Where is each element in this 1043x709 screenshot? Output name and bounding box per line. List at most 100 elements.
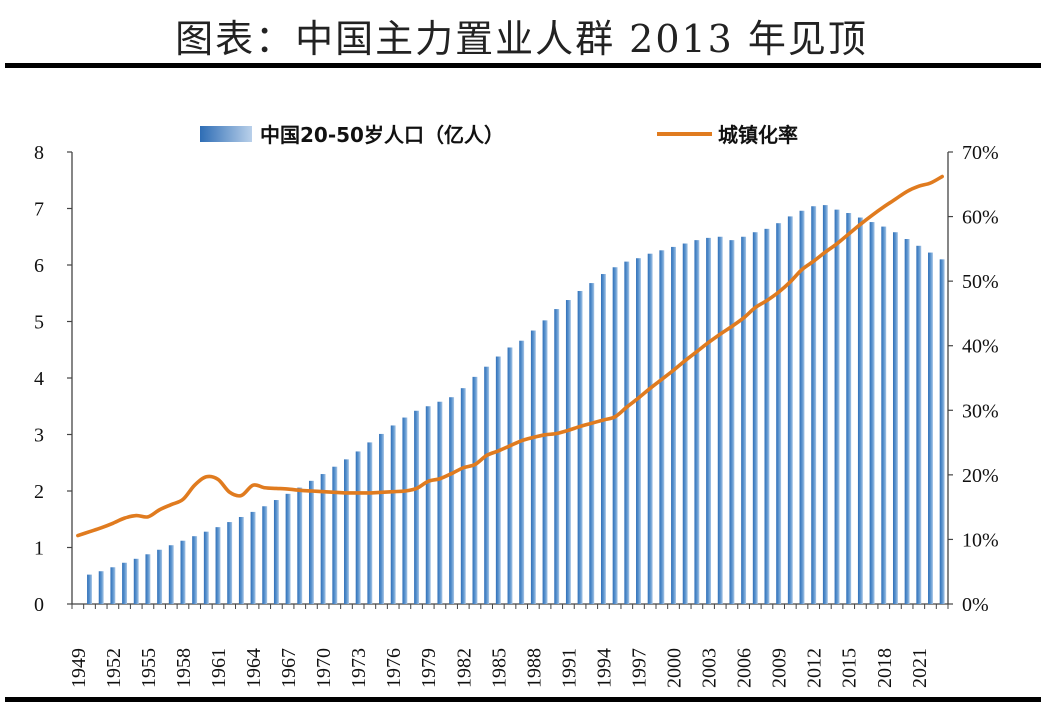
population-bar — [250, 511, 256, 604]
population-bar — [507, 347, 513, 604]
x-tick-label: 2000 — [664, 648, 686, 688]
left-tick-label: 7 — [34, 199, 44, 221]
right-tick-label: 60% — [962, 207, 999, 229]
x-tick-label: 1970 — [313, 648, 335, 688]
x-tick-label: 1979 — [418, 648, 440, 688]
population-bar — [297, 487, 303, 604]
population-bar — [846, 213, 852, 604]
population-bar — [659, 250, 665, 604]
population-bar — [869, 222, 875, 604]
x-tick-label: 2003 — [699, 648, 721, 688]
x-tick-label: 2012 — [804, 648, 826, 688]
population-bar — [811, 206, 817, 605]
population-bar — [157, 549, 163, 604]
legend-bar-label: 中国20-50岁人口（亿人） — [260, 123, 504, 147]
population-bar — [577, 290, 583, 604]
population-bar — [180, 540, 186, 604]
population-bar — [542, 320, 548, 604]
population-bar — [192, 536, 198, 604]
population-bar — [636, 258, 641, 604]
bottom-rule — [5, 697, 1041, 702]
population-bar — [589, 283, 595, 604]
population-bar — [752, 232, 758, 605]
population-bar — [928, 252, 933, 604]
population-bar — [916, 245, 922, 605]
population-bar — [764, 228, 770, 604]
population-bar — [285, 493, 291, 604]
population-bar — [472, 376, 478, 604]
x-tick-label: 1985 — [488, 648, 510, 688]
population-bar — [87, 574, 92, 604]
population-bar — [227, 522, 233, 604]
population-bar — [460, 388, 466, 604]
population-bar — [320, 474, 326, 604]
left-tick-label: 2 — [34, 481, 44, 503]
x-tick-label: 1994 — [593, 648, 615, 688]
right-tick-label: 40% — [962, 336, 999, 358]
x-tick-label: 2015 — [839, 648, 861, 688]
right-tick-label: 10% — [962, 529, 999, 551]
x-tick-label: 1949 — [68, 648, 90, 688]
x-tick-label: 1961 — [208, 648, 230, 688]
population-bar — [390, 425, 396, 604]
population-bar — [881, 226, 887, 604]
population-bars — [87, 205, 945, 605]
right-tick-label: 70% — [962, 142, 999, 164]
population-bar — [939, 259, 945, 604]
population-bar — [554, 309, 560, 604]
population-bar — [437, 401, 443, 604]
population-bar — [776, 223, 782, 604]
x-tick-label: 2021 — [909, 648, 931, 688]
x-tick-label: 2006 — [734, 648, 756, 688]
population-bar — [425, 406, 431, 604]
left-tick-label: 5 — [34, 312, 44, 334]
population-bar — [273, 500, 279, 604]
x-tick-label: 1991 — [558, 648, 580, 688]
population-bar — [215, 527, 221, 604]
population-bar — [332, 466, 338, 604]
x-tick-label: 1976 — [383, 648, 405, 688]
right-tick-label: 30% — [962, 400, 999, 422]
right-tick-label: 0% — [962, 594, 989, 616]
population-bar — [799, 210, 805, 604]
x-tick-label: 1958 — [173, 648, 195, 688]
chart-legend: 中国20-50岁人口（亿人） 城镇化率 — [200, 123, 798, 147]
left-tick-label: 8 — [34, 142, 44, 164]
top-rule — [5, 63, 1041, 68]
x-tick-label: 1952 — [103, 648, 125, 688]
x-tick-label: 1955 — [138, 648, 160, 688]
population-bar — [647, 253, 653, 604]
population-bar — [787, 216, 793, 604]
left-tick-label: 0 — [34, 594, 44, 616]
population-bar — [600, 274, 606, 604]
x-tick-label: 1964 — [243, 648, 265, 688]
x-tick-label: 2018 — [874, 648, 896, 688]
x-tick-label: 1997 — [628, 648, 650, 688]
population-bar — [682, 243, 688, 604]
population-bar — [414, 410, 420, 604]
population-bar — [612, 267, 618, 604]
x-tick-label: 1973 — [348, 648, 370, 688]
x-tick-label: 1988 — [523, 648, 545, 688]
population-bar — [495, 356, 501, 604]
population-bar — [308, 480, 314, 604]
population-bar — [367, 442, 373, 604]
population-bar — [694, 240, 700, 604]
population-bar — [379, 433, 384, 604]
left-tick-label: 1 — [34, 538, 44, 560]
population-bar — [168, 545, 174, 604]
population-bar — [238, 516, 244, 604]
population-bar — [449, 397, 455, 604]
population-bar — [717, 236, 723, 604]
population-bar — [857, 217, 863, 605]
population-bar — [834, 209, 840, 604]
population-bar — [484, 366, 490, 604]
population-bar — [741, 236, 747, 604]
population-bar — [145, 554, 151, 604]
page-title: 图表：中国主力置业人群 2013 年见顶 — [175, 17, 868, 61]
right-tick-label: 50% — [962, 271, 999, 293]
population-bar — [344, 459, 349, 604]
population-bar — [822, 205, 828, 605]
urbanization-line — [76, 174, 944, 538]
